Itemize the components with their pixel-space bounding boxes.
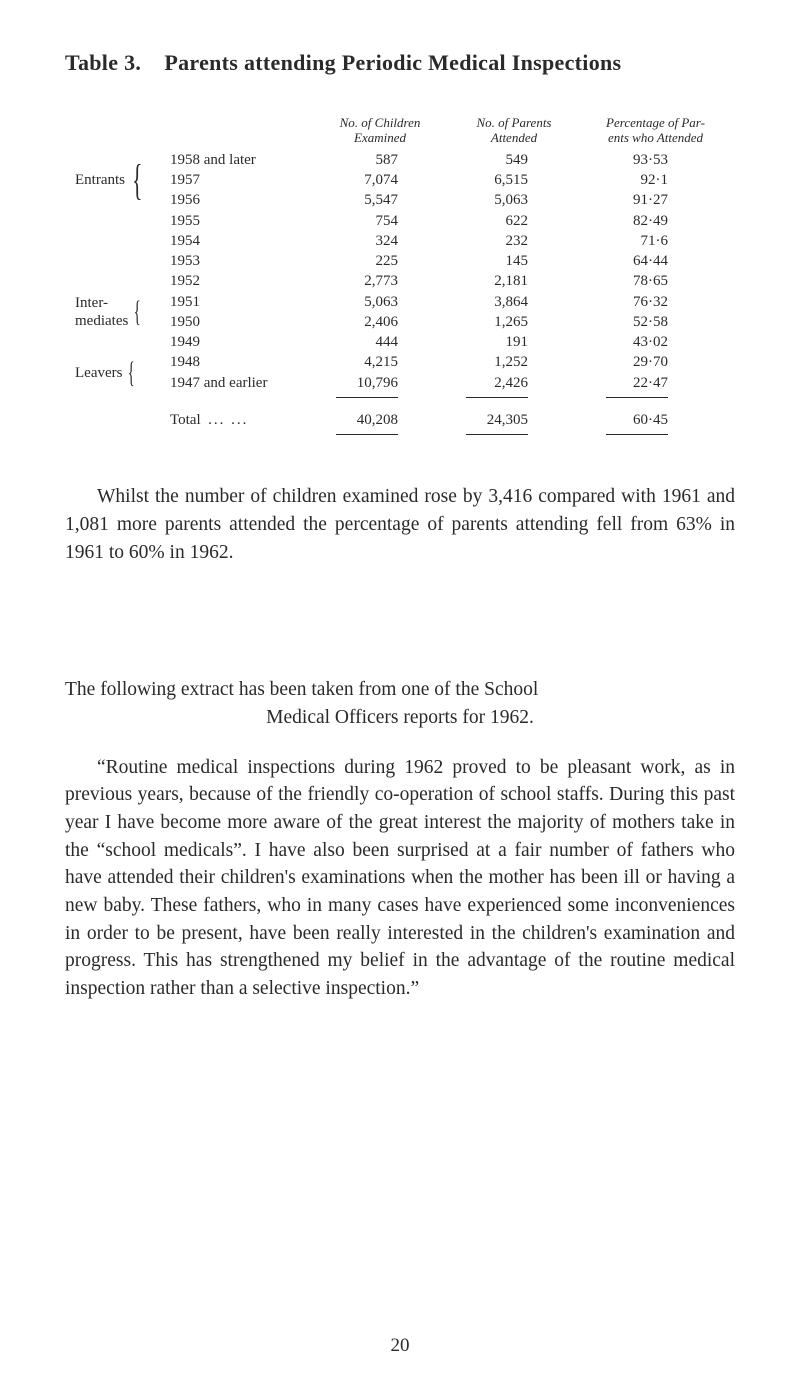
year-cell: 1956 [170,190,310,210]
table-group: Entrants{1958 and later58754993·5319577,… [75,150,735,211]
examined-cell: 5,063 [310,292,428,312]
table-row: 19484,2151,25229·70 [170,352,735,372]
paragraph-3: “Routine medical inspections during 1962… [65,754,735,1003]
examined-cell: 444 [310,332,428,352]
year-cell: 1952 [170,271,310,291]
table-row: 19522,7732,18178·65 [170,271,735,291]
para2-line2: Medical Officers reports for 1962. [65,704,735,732]
rule-row-bottom [75,434,735,435]
year-cell: 1953 [170,251,310,271]
paragraph-2: The following extract has been taken fro… [65,676,735,731]
total-examined: 40,208 [310,410,428,430]
percent-cell: 78·65 [558,271,688,291]
table-row: 1947 and earlier10,7962,42622·47 [170,373,735,393]
table-group: 194944419143·02 [75,332,735,352]
table-row: 19565,5475,06391·27 [170,190,735,210]
examined-cell: 10,796 [310,373,428,393]
percent-cell: 64·44 [558,251,688,271]
table-row: 195575462282·49 [170,211,735,231]
table-body: Entrants{1958 and later58754993·5319577,… [75,150,735,393]
examined-cell: 7,074 [310,170,428,190]
attended-cell: 145 [428,251,558,271]
table-row: 19502,4061,26552·58 [170,312,735,332]
header-examined: No. of ChildrenExamined [310,116,450,146]
table-row: 194944419143·02 [170,332,735,352]
percent-cell: 93·53 [558,150,688,170]
column-headers: No. of ChildrenExamined No. of ParentsAt… [75,116,735,146]
header-attended: No. of ParentsAttended [450,116,578,146]
group-label: Entrants{ [75,150,170,211]
attended-cell: 2,181 [428,271,558,291]
group-label [75,211,170,292]
year-cell: 1951 [170,292,310,312]
examined-cell: 587 [310,150,428,170]
group-label: Inter-mediates{ [75,292,170,333]
table-row: 1958 and later58754993·53 [170,150,735,170]
attended-cell: 1,252 [428,352,558,372]
examined-cell: 225 [310,251,428,271]
total-attended: 24,305 [428,410,558,430]
percent-cell: 91·27 [558,190,688,210]
examined-cell: 2,406 [310,312,428,332]
year-cell: 1947 and earlier [170,373,310,393]
table-group: 195575462282·49195432423271·619532251456… [75,211,735,292]
group-label: Leavers{ [75,352,170,393]
attended-cell: 232 [428,231,558,251]
attended-cell: 6,515 [428,170,558,190]
data-table: No. of ChildrenExamined No. of ParentsAt… [75,116,735,435]
attended-cell: 622 [428,211,558,231]
percent-cell: 52·58 [558,312,688,332]
table-row: 195432423271·6 [170,231,735,251]
table-row: 19515,0633,86476·32 [170,292,735,312]
para2-line1: The following extract has been taken fro… [65,676,735,704]
percent-cell: 92·1 [558,170,688,190]
percent-cell: 76·32 [558,292,688,312]
paragraph-1: Whilst the number of children examined r… [65,483,735,566]
year-cell: 1957 [170,170,310,190]
attended-cell: 2,426 [428,373,558,393]
table-row: 19577,0746,51592·1 [170,170,735,190]
attended-cell: 191 [428,332,558,352]
year-cell: 1958 and later [170,150,310,170]
rule-row [75,397,735,398]
group-label [75,332,170,352]
table-label: Table 3. [65,50,141,75]
year-cell: 1954 [170,231,310,251]
examined-cell: 754 [310,211,428,231]
total-percent: 60·45 [558,410,688,430]
table-group: Leavers{19484,2151,25229·701947 and earl… [75,352,735,393]
page-number: 20 [0,1335,800,1357]
attended-cell: 549 [428,150,558,170]
attended-cell: 3,864 [428,292,558,312]
attended-cell: 1,265 [428,312,558,332]
percent-cell: 22·47 [558,373,688,393]
year-cell: 1948 [170,352,310,372]
table-group: Inter-mediates{19515,0633,86476·3219502,… [75,292,735,333]
year-cell: 1949 [170,332,310,352]
percent-cell: 71·6 [558,231,688,251]
table-title: Parents attending Periodic Medical Inspe… [164,50,621,75]
attended-cell: 5,063 [428,190,558,210]
total-label: Total ... ... [170,410,310,430]
percent-cell: 43·02 [558,332,688,352]
examined-cell: 4,215 [310,352,428,372]
header-percent: Percentage of Par-ents who Attended [578,116,733,146]
header-spacer [75,116,310,146]
table-heading: Table 3. Parents attending Periodic Medi… [65,50,735,76]
percent-cell: 29·70 [558,352,688,372]
year-cell: 1955 [170,211,310,231]
year-cell: 1950 [170,312,310,332]
examined-cell: 5,547 [310,190,428,210]
table-row: 195322514564·44 [170,251,735,271]
examined-cell: 2,773 [310,271,428,291]
examined-cell: 324 [310,231,428,251]
total-row: Total ... ... 40,208 24,305 60·45 [75,410,735,430]
percent-cell: 82·49 [558,211,688,231]
